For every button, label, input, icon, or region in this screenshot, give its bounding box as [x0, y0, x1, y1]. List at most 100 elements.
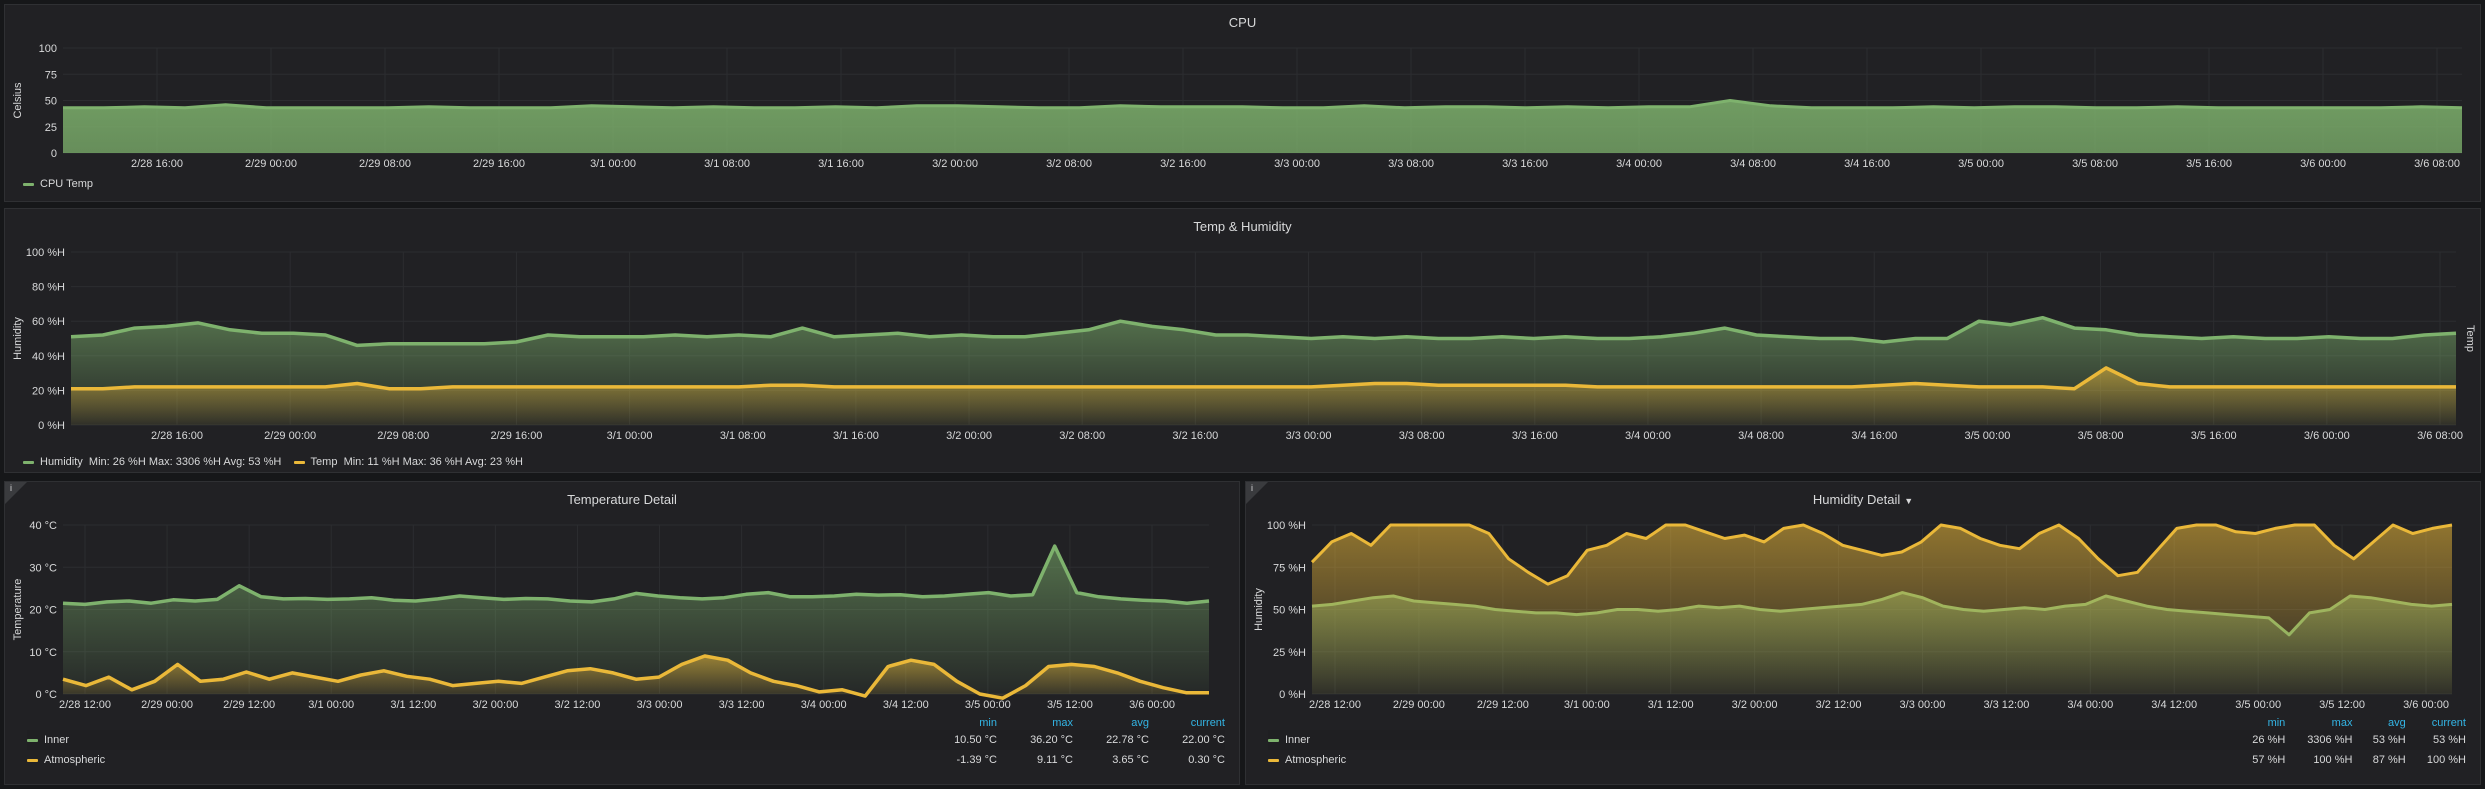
series-area-atmospheric	[1312, 525, 2452, 694]
cpu-temp-legend-label[interactable]: CPU Temp	[40, 178, 93, 190]
x-tick-label: 3/3 00:00	[1274, 158, 1320, 170]
inner-swatch	[27, 738, 38, 742]
legend-min: -1.39 °C	[956, 754, 997, 766]
legend-header-avg[interactable]: avg	[2388, 717, 2406, 729]
x-tick-label: 3/6 08:00	[2417, 430, 2463, 442]
x-tick-label: 3/6 08:00	[2414, 158, 2460, 170]
x-tick-label: 3/6 00:00	[2304, 430, 2350, 442]
x-tick-label: 3/3 16:00	[1512, 430, 1558, 442]
x-tick-label: 2/29 12:00	[223, 699, 275, 711]
x-tick-label: 2/28 12:00	[59, 699, 111, 711]
x-tick-label: 3/2 00:00	[932, 158, 978, 170]
inner-swatch	[1268, 738, 1279, 742]
y-tick-label: 100 %H	[1267, 520, 1306, 532]
humidity-legend-stats: Min: 26 %H Max: 3306 %H Avg: 53 %H	[88, 456, 282, 468]
humidity-detail-title-text[interactable]: Humidity Detail	[1812, 492, 1901, 507]
legend-series-name[interactable]: Inner	[1285, 734, 1311, 746]
temperature-detail-legend: min max avg current Inner 10.50 °C 36.20…	[27, 716, 1225, 770]
cpu-panel-title[interactable]: CPU	[1228, 15, 1257, 30]
info-corner[interactable]: i	[1246, 482, 1268, 504]
x-tick-label: 2/29 16:00	[490, 430, 542, 442]
x-tick-label: 3/2 08:00	[1059, 430, 1105, 442]
legend-header-min[interactable]: min	[979, 717, 997, 729]
y-tick-label: 0 %H	[1279, 689, 1306, 701]
x-tick-label: 3/4 12:00	[883, 699, 929, 711]
x-tick-label: 3/4 08:00	[1738, 430, 1784, 442]
temp-swatch	[293, 460, 305, 464]
legend-max: 3306 %H	[2307, 734, 2353, 746]
temp-humidity-panel-title[interactable]: Temp & Humidity	[1193, 219, 1292, 234]
legend-header-row: min max avg current	[27, 716, 1225, 730]
temperature-detail-chart[interactable]: 40 °C 30 °C 20 °C 10 °C 0 °C2/28 12:00 2/29 0…	[5, 482, 1241, 786]
legend-row-atmospheric: Atmospheric -1.39 °C 9.11 °C 3.65 °C 0.3…	[27, 750, 1225, 770]
x-tick-label: 2/29 00:00	[1393, 699, 1445, 711]
x-tick-label: 2/29 08:00	[359, 158, 411, 170]
cpu-chart[interactable]: 100 75 50 25 0 2/28 16:00 2/29 00:00 2/29 08:00…	[5, 5, 2482, 203]
temp-humidity-legend: Humidity Min: 26 %H Max: 3306 %H Avg: 53…	[23, 456, 523, 468]
x-tick-label: 3/1 00:00	[308, 699, 354, 711]
x-tick-label: 3/3 12:00	[719, 699, 765, 711]
y-tick-label: 10 °C	[29, 647, 57, 659]
humidity-detail-chart[interactable]: 100 %H 75 %H 50 %H 25 %H 0 %H2/28 12:00 2/29 …	[1246, 482, 2482, 786]
info-icon: i	[10, 483, 12, 493]
temp-humidity-panel: Temp & Humidity 100 %H 80 %H 60 %H 40 %H 20 …	[4, 208, 2481, 473]
x-tick-label: 3/1 12:00	[390, 699, 436, 711]
legend-header-min[interactable]: min	[2267, 717, 2286, 729]
x-tick-label: 3/1 08:00	[704, 158, 750, 170]
y-tick-label: 80 %H	[32, 282, 65, 294]
temp-legend-label[interactable]: Temp	[310, 456, 338, 468]
legend-series-name[interactable]: Atmospheric	[1285, 754, 1347, 766]
temperature-detail-title[interactable]: Temperature Detail	[567, 492, 677, 507]
x-tick-label: 3/5 00:00	[965, 699, 1011, 711]
legend-header-max[interactable]: max	[2331, 717, 2353, 729]
legend-min: 26 %H	[2252, 734, 2286, 746]
x-tick-label: 3/2 00:00	[1732, 699, 1778, 711]
x-tick-label: 3/3 00:00	[637, 699, 683, 711]
legend-header-avg[interactable]: avg	[1131, 717, 1149, 729]
temp-humidity-chart[interactable]: 100 %H 80 %H 60 %H 40 %H 20 %H 0 %H 2/28 16:00…	[5, 209, 2482, 474]
legend-current: 0.30 °C	[1188, 754, 1225, 766]
atmospheric-swatch	[1268, 758, 1279, 762]
y-tick-label: 0	[51, 148, 57, 160]
legend-header-max[interactable]: max	[1052, 717, 1073, 729]
x-tick-label: 3/2 00:00	[946, 430, 992, 442]
y-axis-label: Humidity	[1253, 588, 1265, 631]
humidity-legend-label[interactable]: Humidity	[40, 456, 83, 468]
x-tick-label: 3/3 08:00	[1388, 158, 1434, 170]
y-axis-label: Celsius	[12, 82, 24, 119]
series-area-inner	[63, 546, 1209, 694]
legend-max: 100 %H	[2313, 754, 2353, 766]
caret-down-icon[interactable]: ▼	[1904, 496, 1914, 506]
legend-header-current[interactable]: current	[1190, 717, 1225, 729]
y-tick-label: 60 %H	[32, 316, 65, 328]
x-tick-label: 2/28 12:00	[1309, 699, 1361, 711]
legend-header-current[interactable]: current	[2431, 717, 2466, 729]
x-tick-label: 3/6 00:00	[2403, 699, 2449, 711]
legend-current: 22.00 °C	[1182, 734, 1225, 746]
x-tick-label: 2/29 16:00	[473, 158, 525, 170]
x-tick-label: 3/6 00:00	[2300, 158, 2346, 170]
series-line-cpu-temp[interactable]	[63, 99, 2463, 110]
x-tick-label: 3/4 08:00	[1730, 158, 1776, 170]
humidity-detail-title[interactable]: Humidity Detail ▼	[1246, 492, 2480, 507]
series-area-atmospheric	[63, 656, 1209, 699]
temp-legend-stats: Min: 11 %H Max: 36 %H Avg: 23 %H	[343, 456, 523, 468]
y-tick-label: 100 %H	[26, 247, 65, 259]
legend-max: 9.11 °C	[1037, 754, 1073, 766]
x-tick-label: 3/3 16:00	[1502, 158, 1548, 170]
y-tick-label: 50 %H	[1273, 605, 1306, 617]
info-corner[interactable]: i	[5, 482, 27, 504]
humidity-detail-panel: i Humidity Detail ▼ 100 %H 75 %H 50 %H 25 %H…	[1245, 481, 2481, 785]
series-line-humidity[interactable]	[70, 315, 2457, 348]
x-tick-label: 3/3 12:00	[1983, 699, 2029, 711]
x-tick-label: 3/6 00:00	[1129, 699, 1175, 711]
series-line-temp[interactable]	[71, 366, 2456, 391]
cpu-panel: CPU 100 75 50 25 0 2/28 16:00 2/29 00:00 2/29 0…	[4, 4, 2481, 202]
legend-series-name[interactable]: Atmospheric	[44, 754, 106, 766]
x-tick-label: 3/5 12:00	[1047, 699, 1093, 711]
x-tick-label: 3/2 12:00	[555, 699, 601, 711]
atmospheric-swatch	[27, 758, 38, 762]
x-tick-label: 3/3 00:00	[1900, 699, 1946, 711]
legend-series-name[interactable]: Inner	[44, 734, 70, 746]
x-tick-label: 3/5 00:00	[2235, 699, 2281, 711]
